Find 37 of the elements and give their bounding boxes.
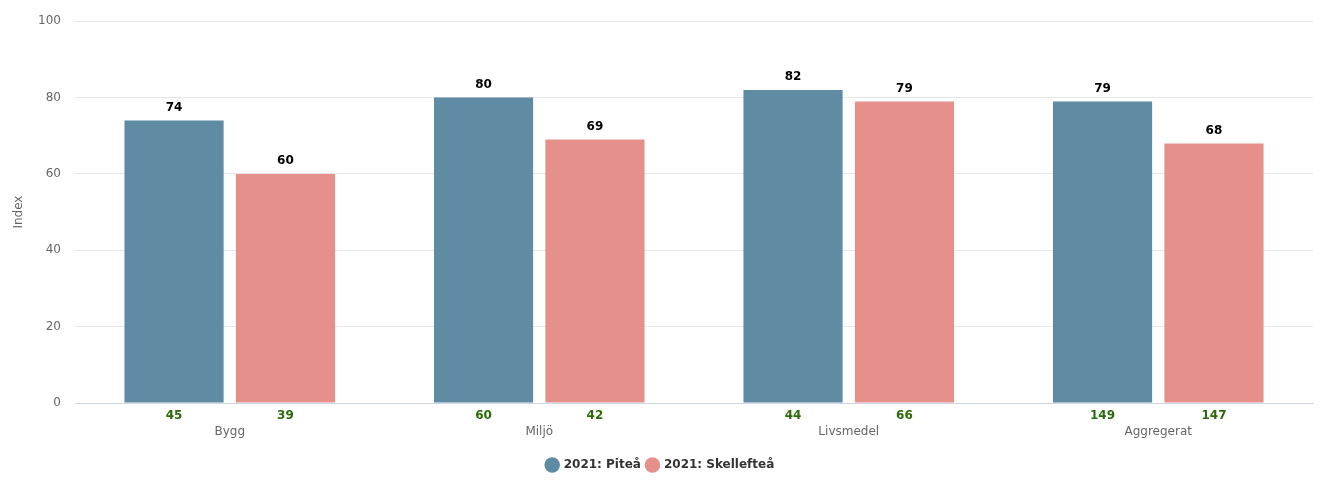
- bar: [124, 120, 224, 403]
- text: 44: [784, 408, 802, 423]
- data-label: 80: [475, 76, 492, 91]
- text: 149: [1090, 408, 1116, 423]
- y-tick-label: 60: [45, 166, 61, 181]
- data-label: 60: [277, 153, 294, 168]
- data-label: 68: [1205, 122, 1223, 137]
- legend-label: 2021: Piteå: [563, 457, 641, 472]
- y-tick-label: 100: [38, 13, 61, 28]
- text: 147: [1201, 408, 1227, 423]
- text: 42: [586, 408, 604, 423]
- text: 45: [165, 408, 183, 423]
- bar: [743, 89, 843, 403]
- bar: [545, 139, 645, 403]
- bar: [235, 173, 336, 403]
- legend-label: 2021: Skellefteå: [663, 457, 775, 472]
- y-tick-label: 0: [53, 395, 61, 410]
- bar: [433, 97, 534, 403]
- x-tick-label: Miljö: [525, 424, 554, 439]
- x-tick-label: Bygg: [214, 424, 246, 439]
- data-label: 74: [165, 99, 183, 114]
- bar: [1052, 101, 1153, 403]
- y-tick-label: 20: [45, 318, 61, 333]
- text: 66: [896, 408, 913, 423]
- x-tick-label: Aggregerat: [1124, 424, 1193, 439]
- text: 39: [277, 408, 294, 423]
- y-tick-label: 40: [45, 242, 61, 257]
- x-tick-label: Livsmedel: [818, 424, 880, 439]
- bar: [1164, 143, 1264, 403]
- y-axis-title: Index: [11, 195, 26, 229]
- data-label: 79: [1094, 80, 1111, 95]
- data-label: 79: [896, 80, 913, 95]
- y-tick-label: 80: [45, 89, 61, 104]
- bar: [854, 101, 955, 403]
- text: 60: [475, 408, 492, 423]
- data-label: 69: [586, 118, 604, 133]
- data-label: 82: [784, 69, 802, 84]
